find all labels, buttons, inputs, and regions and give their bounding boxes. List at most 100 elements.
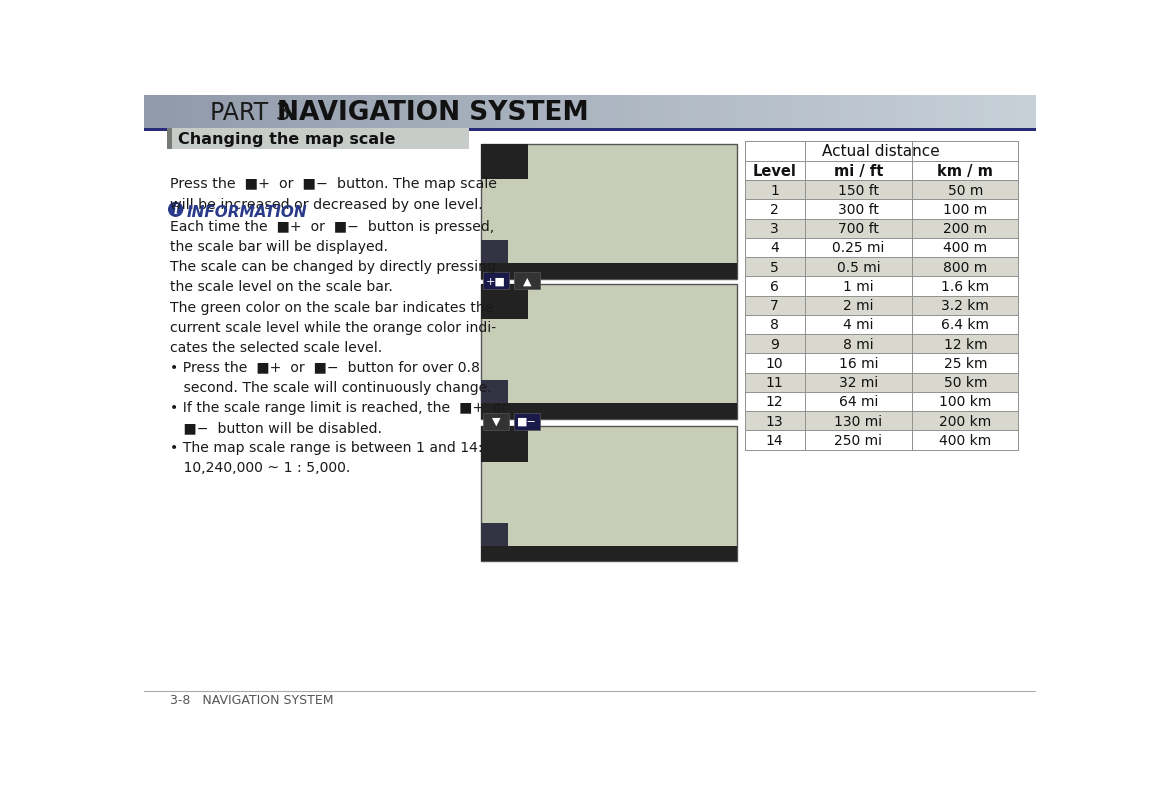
Bar [481,285,737,419]
Bar [891,96,902,128]
Text: 13: 13 [765,414,784,428]
Text: 10: 10 [765,357,784,371]
Text: 3-8   NAVIGATION SYSTEM: 3-8 NAVIGATION SYSTEM [170,694,334,707]
Bar [322,96,334,128]
Text: 5: 5 [770,261,779,274]
Bar [745,219,1019,238]
Bar [612,96,624,128]
Bar [846,96,859,128]
Bar [412,96,424,128]
Bar [334,96,345,128]
Bar [958,96,970,128]
Bar [745,296,1019,315]
Bar [456,96,468,128]
Bar [534,96,546,128]
Bar [745,257,1019,277]
Bar [512,96,524,128]
Bar [836,96,847,128]
Bar [300,96,312,128]
Bar [481,427,737,561]
Text: 25 km: 25 km [944,357,988,371]
Bar [757,96,769,128]
Text: 400 km: 400 km [939,433,991,448]
Text: 700 ft: 700 ft [838,222,879,236]
Bar [946,96,959,128]
Text: +■: +■ [486,277,505,286]
Text: 400 m: 400 m [944,241,988,255]
Bar [481,523,508,546]
Bar [481,144,737,279]
Bar [233,96,245,128]
Text: 64 mi: 64 mi [839,395,878,409]
Bar [167,129,470,150]
Bar [546,96,557,128]
Bar [481,285,527,320]
Bar [177,96,189,128]
Text: 0.5 mi: 0.5 mi [837,261,881,274]
Text: 200 km: 200 km [939,414,991,428]
Bar [657,96,669,128]
Text: NAVIGATION SYSTEM: NAVIGATION SYSTEM [277,99,589,125]
Text: km / m: km / m [937,164,993,179]
Bar [144,96,155,128]
Bar [244,96,257,128]
Bar [311,96,323,128]
Bar [501,96,512,128]
Text: 12 km: 12 km [944,338,988,351]
Bar [924,96,936,128]
Text: Changing the map scale: Changing the map scale [178,132,396,148]
Bar [745,392,1019,411]
Bar [601,96,613,128]
Bar [745,315,1019,334]
Text: mi / ft: mi / ft [833,164,883,179]
Text: 300 ft: 300 ft [838,203,879,217]
Bar [791,96,802,128]
Bar [277,96,290,128]
Text: 150 ft: 150 ft [838,184,879,197]
Bar [745,162,1019,180]
Bar [879,96,892,128]
Bar [481,381,508,404]
Text: 9: 9 [770,338,779,351]
Text: 1.6 km: 1.6 km [942,280,990,294]
Text: 200 m: 200 m [944,222,988,236]
Bar [745,373,1019,392]
Bar [634,96,647,128]
Text: 4: 4 [770,241,779,255]
Bar [467,96,479,128]
Text: 2: 2 [770,203,779,217]
Bar [513,413,540,430]
Bar [813,96,825,128]
Text: 1: 1 [770,184,779,197]
Text: 32 mi: 32 mi [839,375,878,390]
Bar [802,96,814,128]
Text: 100 km: 100 km [939,395,991,409]
Bar [745,238,1019,257]
Circle shape [169,203,183,217]
Bar [167,129,171,150]
Bar [422,96,435,128]
Bar [166,96,178,128]
Bar [445,96,457,128]
Bar [869,96,881,128]
Bar [481,144,527,180]
Bar [902,96,914,128]
Bar [769,96,780,128]
Bar [481,427,527,462]
Bar [344,96,357,128]
Bar [189,96,200,128]
Text: 8 mi: 8 mi [844,338,874,351]
Text: 50 m: 50 m [947,184,983,197]
Text: 12: 12 [765,395,784,409]
Bar [734,96,747,128]
Bar [378,96,390,128]
Bar [745,354,1019,373]
Bar [745,431,1019,450]
Bar [981,96,992,128]
Bar [567,96,579,128]
Text: 16 mi: 16 mi [839,357,878,371]
Bar [746,96,757,128]
Bar [712,96,724,128]
Bar [745,411,1019,431]
Bar [691,96,702,128]
